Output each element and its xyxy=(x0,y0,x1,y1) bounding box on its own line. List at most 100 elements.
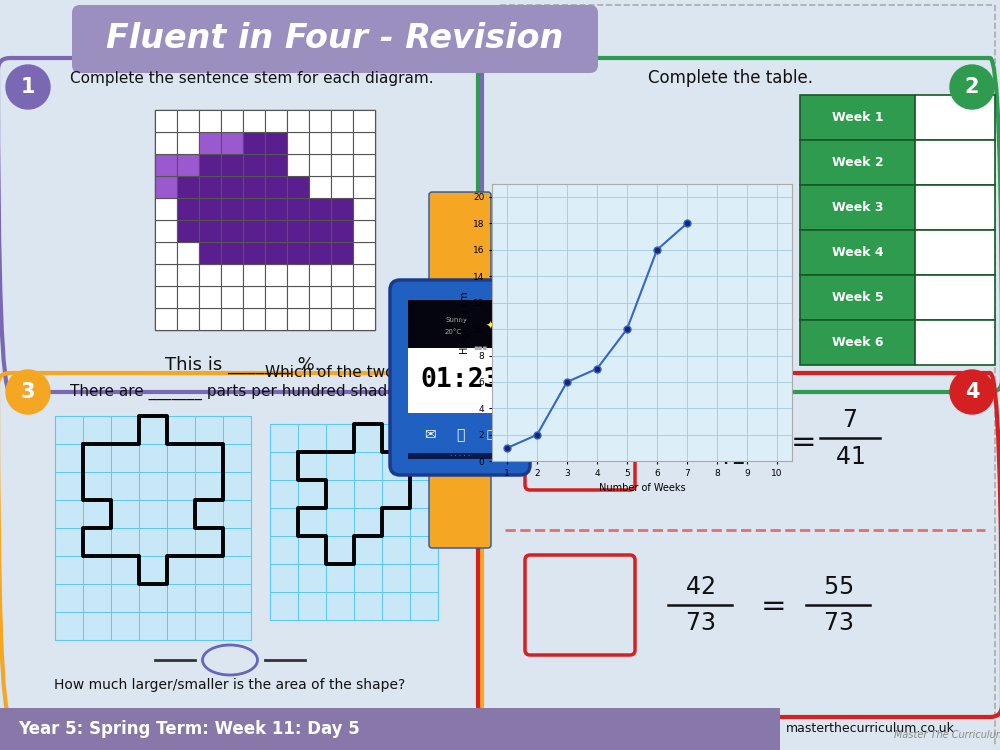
Bar xyxy=(331,308,353,330)
Bar xyxy=(155,132,177,154)
Bar xyxy=(309,220,331,242)
Bar xyxy=(353,132,375,154)
Bar xyxy=(177,176,199,198)
Bar xyxy=(287,176,309,198)
Bar xyxy=(287,242,309,264)
Bar xyxy=(265,198,287,220)
Text: ✦: ✦ xyxy=(485,321,495,331)
Bar xyxy=(309,110,331,132)
Bar xyxy=(177,220,199,242)
Text: $7$: $7$ xyxy=(842,408,858,432)
Bar xyxy=(221,308,243,330)
Bar xyxy=(199,286,221,308)
Bar xyxy=(353,176,375,198)
Circle shape xyxy=(950,65,994,109)
Text: Week 4: Week 4 xyxy=(832,246,883,259)
Bar xyxy=(265,286,287,308)
Text: $=$: $=$ xyxy=(755,590,785,620)
Text: This is _______ %.: This is _______ %. xyxy=(165,356,320,374)
Bar xyxy=(309,154,331,176)
Bar xyxy=(353,308,375,330)
FancyBboxPatch shape xyxy=(390,280,530,475)
Bar xyxy=(287,154,309,176)
Text: $41$: $41$ xyxy=(835,445,865,469)
Bar xyxy=(177,110,199,132)
Bar xyxy=(353,154,375,176)
Text: $-$: $-$ xyxy=(653,425,677,454)
Bar xyxy=(287,264,309,286)
Bar xyxy=(177,286,199,308)
Text: ✉: ✉ xyxy=(424,428,436,442)
Text: ▪▪▪: ▪▪▪ xyxy=(473,345,487,351)
Bar xyxy=(309,264,331,286)
Circle shape xyxy=(6,370,50,414)
Text: $=$: $=$ xyxy=(785,425,815,454)
Bar xyxy=(221,110,243,132)
Bar xyxy=(353,286,375,308)
Bar xyxy=(331,198,353,220)
Bar xyxy=(353,110,375,132)
Bar xyxy=(800,320,915,365)
Bar xyxy=(243,286,265,308)
Bar xyxy=(243,220,265,242)
Text: $73$: $73$ xyxy=(823,611,853,635)
Bar xyxy=(243,176,265,198)
Bar xyxy=(331,242,353,264)
Bar xyxy=(221,154,243,176)
Bar xyxy=(155,110,375,330)
Text: Complete the sentence stem for each diagram.: Complete the sentence stem for each diag… xyxy=(70,70,434,86)
Bar xyxy=(177,132,199,154)
Bar xyxy=(155,154,177,176)
Text: · · · · ·: · · · · · xyxy=(450,453,470,459)
Bar xyxy=(243,132,265,154)
Bar xyxy=(265,176,287,198)
Bar xyxy=(155,264,177,286)
Bar xyxy=(353,198,375,220)
Bar xyxy=(265,242,287,264)
Bar xyxy=(221,286,243,308)
Bar xyxy=(177,198,199,220)
Bar xyxy=(243,154,265,176)
Bar xyxy=(915,185,995,230)
Text: Which of the two shapes covers most surface?: Which of the two shapes covers most surf… xyxy=(265,364,622,380)
Bar xyxy=(243,110,265,132)
Bar xyxy=(155,220,177,242)
Bar xyxy=(265,110,287,132)
Bar xyxy=(309,308,331,330)
Bar xyxy=(243,308,265,330)
FancyBboxPatch shape xyxy=(72,5,598,73)
Bar xyxy=(331,110,353,132)
Bar xyxy=(309,176,331,198)
Bar xyxy=(243,242,265,264)
Text: 3: 3 xyxy=(21,382,35,402)
Text: Sunny: Sunny xyxy=(445,317,467,323)
Bar xyxy=(177,264,199,286)
Y-axis label: Height in cm: Height in cm xyxy=(460,291,470,354)
Text: Master The Curriculum: Master The Curriculum xyxy=(894,730,1000,740)
Bar xyxy=(221,242,243,264)
Bar xyxy=(199,176,221,198)
Bar xyxy=(331,220,353,242)
Text: 👤: 👤 xyxy=(487,430,493,440)
Text: How much larger/smaller is the area of the shape?: How much larger/smaller is the area of t… xyxy=(54,678,406,692)
Bar xyxy=(331,154,353,176)
Bar xyxy=(265,154,287,176)
Text: $41$: $41$ xyxy=(715,445,745,469)
Text: Year 5: Spring Term: Week 11: Day 5: Year 5: Spring Term: Week 11: Day 5 xyxy=(18,720,360,738)
Bar xyxy=(199,308,221,330)
Bar xyxy=(287,220,309,242)
Bar xyxy=(177,154,199,176)
Bar xyxy=(265,132,287,154)
Bar xyxy=(221,176,243,198)
Bar xyxy=(55,416,251,640)
Text: There are _______ parts per hundred shaded.: There are _______ parts per hundred shad… xyxy=(70,384,411,400)
FancyBboxPatch shape xyxy=(525,555,635,655)
Bar xyxy=(331,286,353,308)
Text: Fluent in Four - Revision: Fluent in Four - Revision xyxy=(106,22,564,55)
Bar xyxy=(915,275,995,320)
Bar xyxy=(199,198,221,220)
Bar xyxy=(309,132,331,154)
Bar xyxy=(270,424,438,620)
Bar xyxy=(221,264,243,286)
Bar xyxy=(408,453,512,459)
